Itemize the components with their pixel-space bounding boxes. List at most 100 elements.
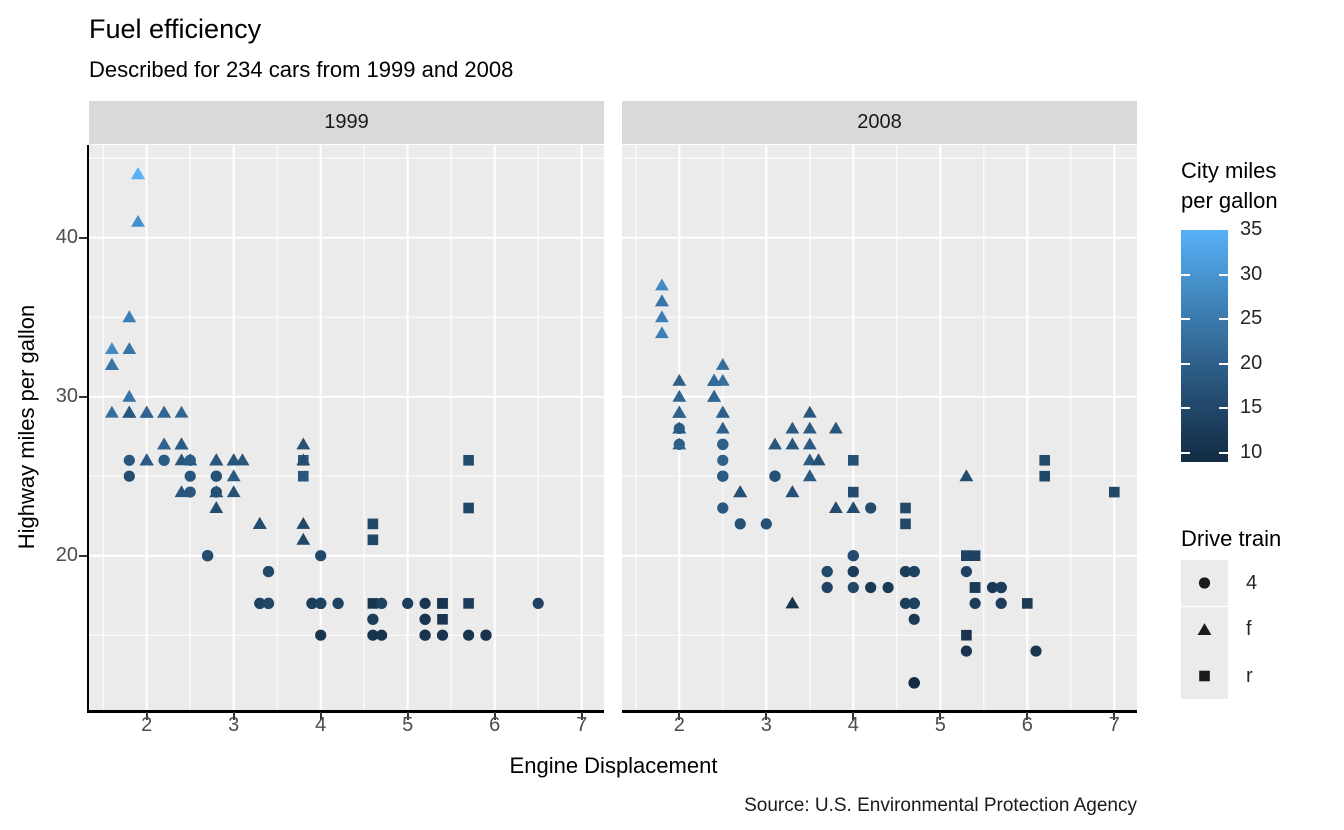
data-point-triangle [174, 405, 189, 418]
data-point-triangle [707, 373, 721, 386]
x-tick-label: 7 [576, 714, 588, 736]
colorbar-tick [1181, 362, 1190, 365]
data-point-circle [847, 550, 859, 562]
data-point-triangle [715, 373, 730, 386]
triangle-glyph [1197, 622, 1212, 635]
data-point-triangle [672, 373, 687, 386]
panel-background [89, 145, 604, 710]
x-tick-label: 5 [934, 714, 946, 736]
y-axis-line [86, 145, 89, 712]
data-point-circle [865, 502, 877, 514]
y-axis-tick [79, 554, 87, 557]
x-axis-line-2008 [622, 710, 1137, 713]
data-point-triangle [802, 437, 817, 450]
color-legend-gradient-bar [1181, 230, 1228, 462]
data-point-circle [315, 550, 327, 562]
data-point-square [298, 470, 309, 482]
data-point-square [1039, 455, 1050, 466]
data-point-triangle [209, 485, 224, 498]
data-point-triangle [715, 405, 730, 418]
x-axis-tick [145, 712, 148, 720]
data-point-square [848, 455, 859, 466]
data-point-triangle [802, 421, 817, 434]
square-icon [1199, 670, 1210, 682]
data-point-triangle [226, 469, 241, 482]
x-axis-tick [1113, 712, 1116, 720]
data-point-triangle [707, 389, 721, 402]
data-point-circle [899, 597, 912, 609]
colorbar-tick [1219, 452, 1228, 455]
data-point-triangle [122, 310, 137, 323]
shape-legend-title: Drive train [1181, 526, 1282, 551]
data-point-circle [367, 629, 379, 641]
data-point-square [463, 455, 474, 466]
data-point-triangle [811, 453, 826, 466]
colorbar-tick-label: 15 [1240, 396, 1263, 419]
data-point-triangle [655, 310, 669, 323]
data-point-circle [332, 597, 344, 609]
data-point-triangle [209, 501, 224, 513]
facet-strip-2008: 2008 [622, 101, 1137, 144]
x-axis-tick [580, 712, 583, 720]
data-point-circle [865, 581, 877, 594]
data-point-triangle [235, 453, 250, 466]
data-point-triangle [105, 358, 119, 370]
colorbar-tick [1181, 318, 1190, 321]
data-point-triangle [252, 517, 267, 529]
data-point-triangle [672, 389, 687, 402]
data-point-triangle [672, 405, 687, 418]
colorbar-tick [1181, 407, 1190, 410]
data-point-triangle [131, 214, 145, 227]
colorbar-tick [1219, 407, 1228, 410]
y-tick-label: 40 [55, 225, 78, 248]
data-point-square [1039, 470, 1050, 482]
circle-glyph [1198, 577, 1211, 589]
data-point-circle [419, 613, 431, 625]
data-point-circle [306, 597, 318, 609]
panel-background [622, 145, 1137, 710]
data-point-triangle [131, 167, 145, 180]
data-point-triangle [715, 421, 730, 434]
data-point-circle [367, 613, 379, 625]
y-axis-title: Highway miles per gallon [14, 304, 39, 550]
data-point-triangle [802, 453, 817, 466]
data-point-circle [123, 454, 135, 466]
chart-subtitle: Described for 234 cars from 1999 and 200… [89, 57, 514, 82]
data-point-circle [184, 470, 196, 482]
color-legend-title: City miles per gallon [1181, 156, 1278, 216]
data-point-circle [960, 566, 972, 578]
data-point-circle [158, 454, 170, 466]
data-point-triangle [655, 278, 669, 291]
colorbar-tick-label: 20 [1240, 351, 1263, 374]
data-point-circle [202, 550, 214, 562]
data-point-circle [908, 566, 920, 578]
data-point-triangle [122, 389, 137, 402]
data-point-triangle [139, 453, 154, 466]
x-tick-label: 2 [141, 714, 153, 736]
data-point-square [969, 550, 981, 561]
colorbar-tick-label: 25 [1240, 307, 1263, 330]
x-axis-tick [232, 712, 235, 720]
data-point-circle [315, 597, 327, 609]
y-axis-tick [79, 236, 87, 239]
data-point-triangle [296, 517, 311, 529]
data-point-circle [262, 566, 275, 578]
data-point-circle [908, 677, 920, 689]
data-point-circle [882, 581, 894, 594]
data-point-circle [847, 566, 859, 578]
x-axis-tick [493, 712, 496, 720]
facet-panel-2008 [622, 145, 1137, 710]
data-point-square [367, 534, 379, 546]
data-point-triangle [296, 532, 311, 545]
shape-legend-key-4 [1181, 560, 1228, 606]
data-point-circle [995, 581, 1007, 594]
data-point-square [961, 629, 972, 641]
data-point-circle [734, 518, 746, 530]
data-point-circle [463, 629, 475, 641]
colorbar-tick [1219, 273, 1228, 276]
data-point-circle [1030, 645, 1042, 657]
data-point-triangle [768, 437, 782, 450]
data-point-triangle [802, 469, 817, 482]
data-point-circle [717, 470, 729, 482]
